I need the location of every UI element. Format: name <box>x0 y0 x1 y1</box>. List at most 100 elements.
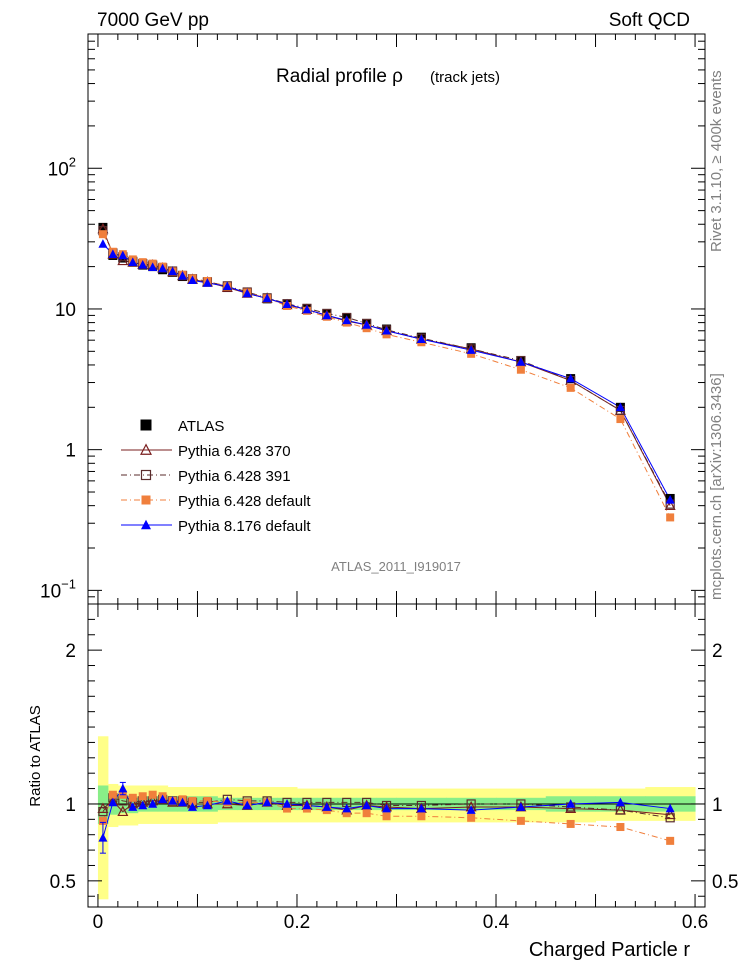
main-plot-panel: 10−1 1 10 102 Radial profile ρ (track jets)… <box>40 33 706 605</box>
data-point-pythia-6-428-default <box>516 365 525 374</box>
ratio-series-markers <box>97 781 676 854</box>
header-left: 7000 GeV pp <box>97 10 209 31</box>
data-point-pythia-8-176-default <box>222 281 232 291</box>
data-point-pythia-8-176-default <box>242 288 252 298</box>
ratio-point-pythia-8-176-default <box>138 800 148 810</box>
ratio-y-tick-label-left: 2 <box>65 641 76 662</box>
data-point-pythia-6-428-default <box>98 230 107 239</box>
ratio-y-tick-label-left: 1 <box>65 795 76 816</box>
ratio-point-pythia-8-176-default <box>566 799 576 808</box>
x-tick-label: 0.4 <box>483 912 510 933</box>
data-point-pythia-8-176-default <box>416 334 426 343</box>
ratio-point-pythia-6-428-default <box>138 792 147 801</box>
ratio-point-pythia-8-176-default <box>108 797 118 807</box>
main-series-markers <box>97 222 676 522</box>
ratio-point-pythia-8-176-default <box>148 799 158 808</box>
x-tick-label: 0 <box>93 912 104 933</box>
chart-subtitle: (track jets) <box>430 69 500 86</box>
source-label: mcplots.cern.ch [arXiv:1306.3436] <box>708 373 725 600</box>
ratio-y-tick-label-left: 0.5 <box>50 872 76 893</box>
data-point-pythia-8-176-default <box>382 325 392 335</box>
x-tick-label: 0.6 <box>682 912 708 933</box>
legend-marker-pythia-6-428-370 <box>140 443 152 455</box>
ratio-plot-panel: 0.5 0.5 1 1 2 2 0 0.2 0.4 0.6 Ratio to ATLAS Cha… <box>27 603 739 961</box>
ratio-point-pythia-8-176-default <box>322 802 332 811</box>
data-point-pythia-8-176-default <box>342 315 352 325</box>
series-line-pythia-6-428-391 <box>102 230 671 505</box>
data-point-pythia-8-176-default <box>615 402 625 412</box>
ratio-point-pythia-8-176-default <box>382 803 392 813</box>
ratio-y-tick-label-right: 2 <box>712 641 723 662</box>
ratio-point-pythia-6-428-default <box>666 836 675 845</box>
legend-label-pythia-6-428-391: Pythia 6.428 391 <box>178 468 291 485</box>
data-point-pythia-8-176-default <box>282 299 292 309</box>
data-point-pythia-8-176-default <box>262 293 272 303</box>
ratio-point-pythia-6-428-default <box>342 809 351 818</box>
data-point-pythia-8-176-default <box>466 345 476 354</box>
data-point-pythia-8-176-default <box>187 275 197 285</box>
ratio-line-pythia-6-428-391 <box>102 797 671 819</box>
x-tick-label: 0.2 <box>284 912 310 933</box>
ratio-point-pythia-6-428-default <box>283 804 292 813</box>
ratio-y-tick-labels: 0.5 0.5 1 1 2 2 <box>50 641 739 893</box>
ratio-point-pythia-6-428-391 <box>665 813 675 823</box>
chart-title: Radial profile ρ <box>276 66 403 87</box>
ratio-point-pythia-8-176-default <box>168 796 178 805</box>
data-point-pythia-8-176-default <box>118 250 128 260</box>
ratio-point-pythia-8-176-default <box>262 797 272 807</box>
ratio-point-pythia-6-428-default <box>516 816 525 825</box>
ratio-point-pythia-8-176-default <box>242 800 252 810</box>
ratio-point-pythia-6-428-370 <box>565 802 577 813</box>
ratio-point-pythia-8-176-default <box>187 802 197 811</box>
ratio-point-pythia-6-428-default <box>362 809 371 818</box>
ratio-line-pythia-6-428-default <box>102 794 671 842</box>
legend: ATLAS Pythia 6.428 370 Pythia 6.428 391 Pyt… <box>121 418 311 535</box>
ratio-point-pythia-8-176-default <box>342 803 352 813</box>
data-point-pythia-8-176-default <box>665 495 675 504</box>
ratio-point-pythia-8-176-default <box>362 800 372 810</box>
data-point-pythia-8-176-default <box>362 320 372 329</box>
ratio-y-axis-label: Ratio to ATLAS <box>27 705 44 806</box>
ratio-point-pythia-8-176-default <box>282 799 292 808</box>
ratio-point-pythia-6-428-default <box>128 793 137 802</box>
ratio-axis-ticks <box>88 604 705 907</box>
legend-label-pythia-6-428-370: Pythia 6.428 370 <box>178 443 291 460</box>
rivet-version-label: Rivet 3.1.10, ≥ 400k events <box>708 70 725 252</box>
header-right: Soft QCD <box>609 10 690 31</box>
ratio-point-pythia-8-176-default <box>302 800 312 810</box>
ratio-point-pythia-6-428-default <box>382 812 391 821</box>
ratio-point-pythia-8-176-default <box>615 797 625 807</box>
data-point-pythia-8-176-default <box>178 271 188 280</box>
ratio-point-pythia-6-428-370 <box>117 805 129 817</box>
data-point-pythia-8-176-default <box>128 257 138 266</box>
y-tick-label: 1 <box>65 441 76 462</box>
data-point-pythia-6-428-default <box>566 383 575 392</box>
ratio-point-pythia-6-428-default <box>148 790 157 799</box>
ratio-point-pythia-8-176-default <box>178 797 188 807</box>
legend-marker-atlas <box>140 419 152 431</box>
ratio-point-pythia-8-176-default <box>466 805 476 814</box>
ratio-point-pythia-8-176-default <box>222 796 232 805</box>
ratio-point-pythia-6-428-default <box>616 823 625 832</box>
x-tick-labels: 0 0.2 0.4 0.6 <box>93 912 709 933</box>
data-point-pythia-6-428-default <box>666 513 675 522</box>
ratio-point-pythia-6-428-default <box>98 816 107 825</box>
data-point-pythia-8-176-default <box>566 373 576 383</box>
ratio-point-pythia-6-428-default <box>188 796 197 805</box>
legend-marker-pythia-6-428-391 <box>140 469 152 481</box>
legend-label-atlas: ATLAS <box>178 418 224 435</box>
ratio-point-pythia-6-428-391 <box>98 807 108 817</box>
ratio-point-pythia-8-176-default <box>665 803 675 813</box>
ratio-point-pythia-6-428-default <box>566 819 575 828</box>
ratio-uncertainty-bands <box>88 736 705 900</box>
legend-label-pythia-6-428-default: Pythia 6.428 default <box>178 493 311 510</box>
data-point-pythia-8-176-default <box>98 239 108 248</box>
legend-label-pythia-8-176-default: Pythia 8.176 default <box>178 518 311 535</box>
series-line-pythia-6-428-370 <box>102 228 671 506</box>
analysis-id-label: ATLAS_2011_I919017 <box>331 559 461 574</box>
data-point-pythia-8-176-default <box>158 263 168 273</box>
ratio-y-tick-label-right: 1 <box>712 795 723 816</box>
ratio-point-pythia-6-428-default <box>108 790 117 799</box>
data-point-pythia-8-176-default <box>168 266 178 276</box>
